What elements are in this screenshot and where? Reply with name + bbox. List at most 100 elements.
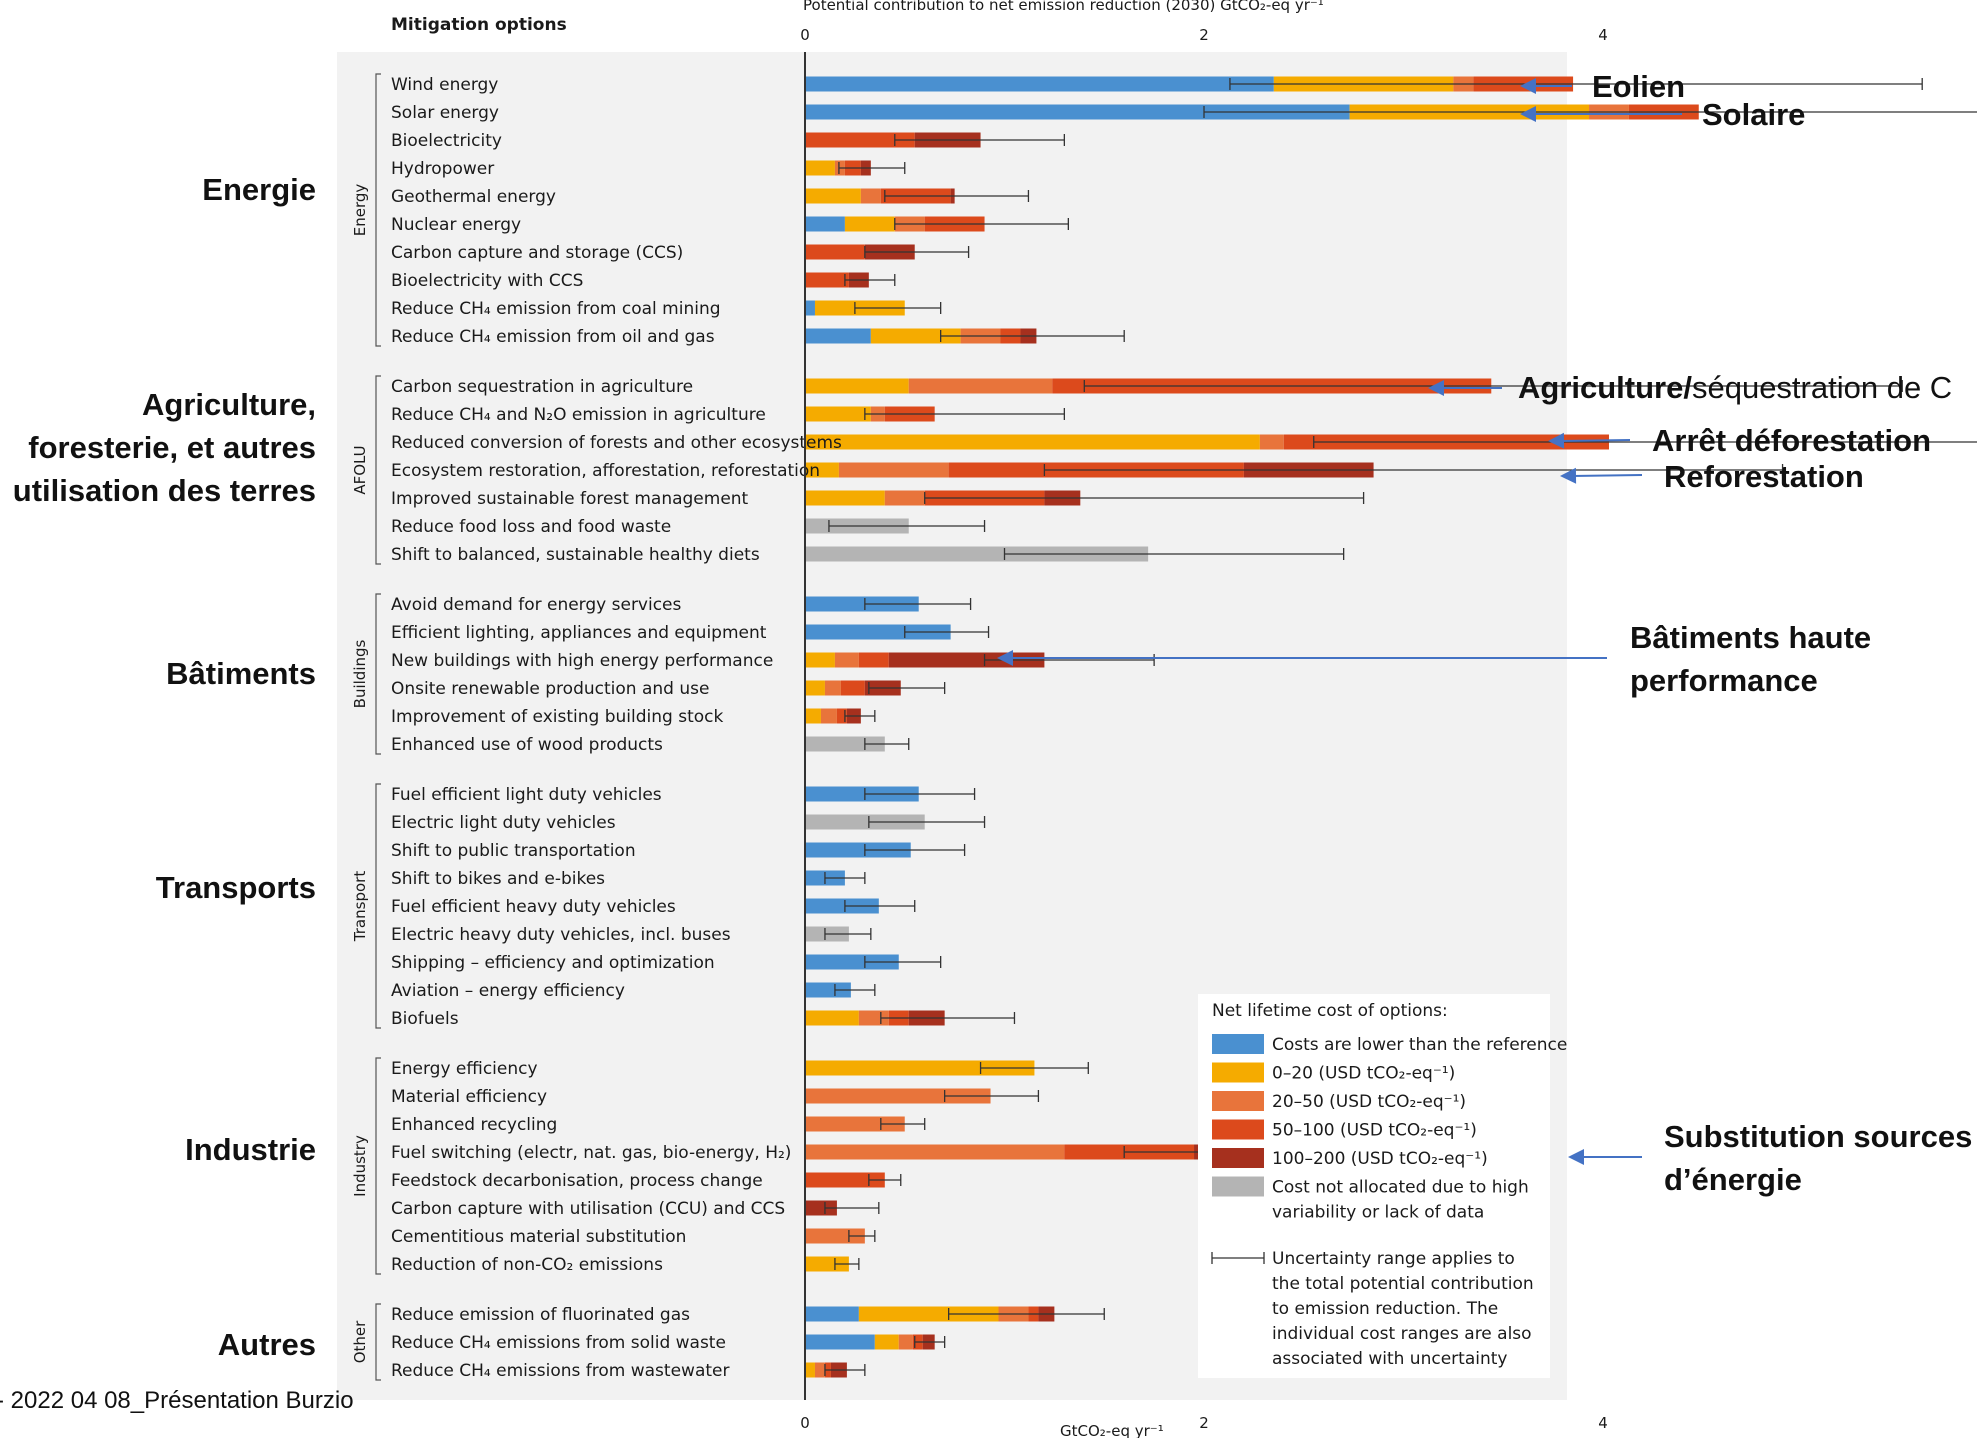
annotation-text: Substitution sources — [1664, 1119, 1972, 1154]
french-sector-label: utilisation des terres — [13, 473, 316, 508]
option-label: Aviation – energy efficiency — [391, 981, 625, 1001]
annotation-text: Agriculture/séquestration de C — [1518, 370, 1952, 405]
option-label: Fuel efficient heavy duty vehicles — [391, 897, 676, 917]
bar-segment-orange — [908, 378, 1053, 394]
option-label: Reduction of non-CO₂ emissions — [391, 1255, 663, 1275]
option-label: Biofuels — [391, 1009, 459, 1029]
bar-segment-darkred — [805, 1200, 837, 1216]
legend-uncertainty-text: Uncertainty range applies to — [1272, 1249, 1515, 1269]
option-label: Carbon capture with utilisation (CCU) an… — [391, 1199, 785, 1219]
bar-segment-yellow — [805, 434, 1260, 450]
option-label: Reduce CH₄ emissions from solid waste — [391, 1333, 726, 1353]
legend-item-label: 0–20 (USD tCO₂-eq⁻¹) — [1272, 1064, 1455, 1084]
option-label: Fuel efficient light duty vehicles — [391, 785, 662, 805]
option-label: New buildings with high energy performan… — [391, 651, 773, 671]
bar-segment-blue — [805, 328, 871, 344]
legend-item-label: variability or lack of data — [1272, 1203, 1484, 1223]
bar-segment-orange — [834, 652, 859, 668]
bottom-tick-label: 0 — [800, 1414, 810, 1432]
bar-segment-red — [858, 652, 889, 668]
option-label: Improved sustainable forest management — [391, 489, 749, 509]
french-sector-label: Bâtiments — [166, 656, 316, 691]
bar-segment-grey — [805, 814, 925, 830]
bar-segment-yellow — [805, 1010, 859, 1026]
annotation-text: Solaire — [1702, 97, 1805, 132]
sector-bracket — [375, 1057, 381, 1275]
option-label: Feedstock decarbonisation, process chang… — [391, 1171, 763, 1191]
bar-segment-yellow — [805, 406, 871, 422]
bottom-tick-label: 4 — [1598, 1414, 1608, 1432]
annotation-arrowhead — [1520, 106, 1536, 122]
annotation-arrowhead — [1548, 432, 1565, 449]
bar-segment-yellow — [805, 462, 839, 478]
footer-text: - 2022 04 08_Présentation Burzio — [0, 1387, 354, 1414]
option-label: Improvement of existing building stock — [391, 707, 723, 727]
legend-uncertainty-text: individual cost ranges are also — [1272, 1324, 1532, 1344]
bar-segment-yellow — [805, 708, 821, 724]
bar-segment-blue — [805, 786, 919, 802]
option-label: Carbon capture and storage (CCS) — [391, 243, 683, 263]
legend-swatch-yellow — [1212, 1062, 1264, 1083]
bar-segment-yellow — [874, 1334, 899, 1350]
top-tick-label: 4 — [1598, 26, 1608, 44]
option-label: Ecosystem restoration, afforestation, re… — [391, 461, 820, 481]
bar-segment-orange — [838, 462, 949, 478]
annotation-arrowhead — [1560, 467, 1577, 484]
annotation-text: Reforestation — [1664, 459, 1864, 494]
bar-segment-yellow — [805, 378, 909, 394]
bar-segment-red — [840, 680, 865, 696]
sector-name: Industry — [351, 1135, 369, 1197]
option-label: Carbon sequestration in agriculture — [391, 377, 693, 397]
legend-swatch-red — [1212, 1119, 1264, 1140]
bar-segment-orange — [1259, 434, 1284, 450]
sector-bracket — [375, 593, 381, 755]
bar-segment-yellow — [805, 652, 835, 668]
bar-segment-blue — [805, 76, 1274, 92]
annotation-arrowhead — [1428, 380, 1444, 396]
option-label: Material efficiency — [391, 1087, 547, 1107]
option-label: Reduce emission of fluorinated gas — [391, 1305, 690, 1325]
option-label: Avoid demand for energy services — [391, 595, 682, 615]
option-label: Reduce CH₄ and N₂O emission in agricultu… — [391, 405, 766, 425]
bar-segment-yellow — [805, 160, 835, 176]
bar-segment-orange — [820, 708, 837, 724]
legend-item-label: Costs are lower than the reference — [1272, 1035, 1567, 1055]
annotation-arrowhead — [1568, 1149, 1584, 1165]
option-label: Bioelectricity with CCS — [391, 271, 583, 291]
bar-segment-grey — [805, 546, 1149, 562]
option-label: Shipping – efficiency and optimization — [391, 953, 715, 973]
legend-swatch-orange — [1212, 1091, 1264, 1111]
option-label: Solar energy — [391, 103, 499, 123]
annotation-arrow — [1559, 439, 1631, 442]
option-label: Wind energy — [391, 75, 498, 95]
bar-segment-orange — [805, 1144, 1065, 1160]
option-label: Shift to public transportation — [391, 841, 636, 861]
option-label: Enhanced use of wood products — [391, 735, 663, 755]
bar-segment-orange — [824, 680, 841, 696]
bar-segment-orange — [884, 490, 925, 506]
sector-bracket — [375, 783, 381, 1029]
option-label: Efficient lighting, appliances and equip… — [391, 623, 767, 643]
bar-segment-orange — [860, 188, 881, 204]
top-tick-label: 2 — [1199, 26, 1209, 44]
french-sector-label: Transports — [156, 870, 316, 905]
sector-name: AFOLU — [351, 445, 369, 494]
sector-bracket — [375, 375, 381, 565]
french-sector-label: Autres — [218, 1327, 316, 1362]
legend-item-label: 50–100 (USD tCO₂-eq⁻¹) — [1272, 1121, 1477, 1141]
bar-segment-yellow — [844, 216, 895, 232]
bar-segment-yellow — [805, 490, 885, 506]
option-label: Reduce CH₄ emission from oil and gas — [391, 327, 715, 347]
legend-item-label: 100–200 (USD tCO₂-eq⁻¹) — [1272, 1149, 1488, 1169]
bar-segment-yellow — [870, 328, 961, 344]
sector-name: Transport — [351, 871, 369, 943]
bar-segment-blue — [805, 954, 899, 970]
annotation-arrowhead — [1520, 78, 1536, 94]
legend-swatch-blue — [1212, 1034, 1264, 1054]
bar-segment-yellow — [858, 1306, 999, 1322]
bar-segment-blue — [805, 1306, 859, 1322]
sector-name: Buildings — [351, 639, 369, 708]
bar-segment-orange — [898, 1334, 913, 1350]
bar-segment-red — [805, 132, 915, 148]
bar-segment-blue — [805, 300, 815, 316]
